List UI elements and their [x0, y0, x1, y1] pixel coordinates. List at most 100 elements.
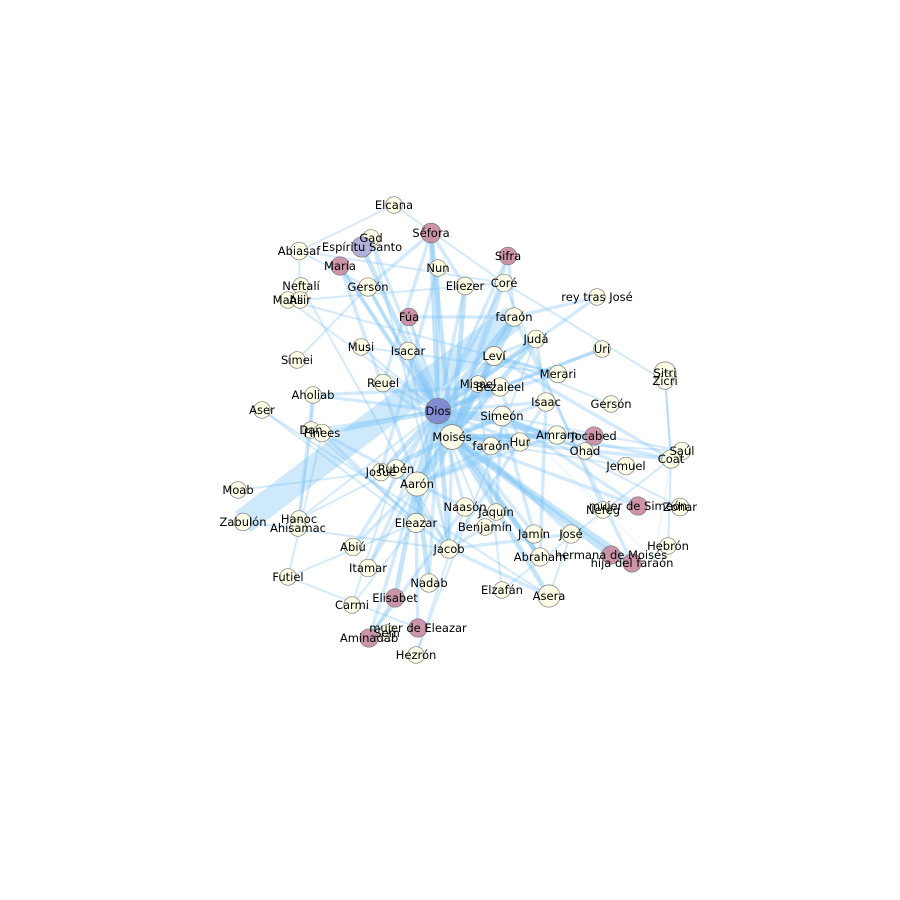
node-Nun [429, 259, 447, 277]
node-Jemuel [616, 456, 636, 476]
node-label-Futiel: Futiel [272, 570, 303, 584]
node-label-Gerson1: Gersón [347, 280, 388, 294]
edge-Dios-EspirituSanto [359, 245, 441, 413]
node-Bezaleel [490, 377, 510, 397]
node-Jacob [439, 539, 459, 559]
edge-Moises-Core [450, 282, 506, 438]
node-label-Aholiab: Aholiab [292, 388, 335, 402]
edge-Jacob-Zabulon [242, 521, 450, 550]
node-Musi [352, 338, 370, 356]
node-Gerson1 [358, 277, 378, 297]
node-Moab [229, 481, 247, 499]
edge-Aaron-Hur [416, 440, 521, 486]
node-label-Carmi: Carmi [335, 598, 369, 612]
edge-Dios-Aholiab [312, 393, 439, 413]
node-Asera [537, 584, 561, 608]
edge-Moises-Reuel [381, 381, 454, 439]
node-Futiel [279, 568, 297, 586]
edge-Moises-hermanaMoises [450, 434, 613, 558]
node-mujerEleazar [408, 618, 428, 638]
edge-Elzafan-Coat [501, 458, 672, 591]
node-label-Aser: Aser [249, 403, 275, 417]
node-Itamar [358, 558, 378, 578]
node-Zicri [656, 372, 674, 390]
edge-Jacob-Gad [370, 237, 450, 550]
edge-Core-Abiasaf [298, 250, 505, 284]
node-Jocabed [584, 426, 604, 446]
edge-Dios-Mahli [287, 299, 439, 412]
edge-Coat-Amram [556, 433, 672, 461]
node-Simei [288, 351, 306, 369]
edge-Josue-Nun [379, 267, 440, 473]
node-label-Josue: Josué [365, 465, 397, 479]
node-Hebron [659, 537, 677, 555]
edge-Aaron-Aminadab [367, 483, 419, 639]
node-label-Dan: Dan [299, 423, 322, 437]
node-Zohar [670, 497, 690, 517]
edge-Dios-Isaac [437, 400, 547, 413]
edge-Hezron-Juda [415, 338, 537, 656]
edge-Dios-Fua [407, 316, 440, 412]
node-Isacar [398, 341, 418, 361]
edge-Aaron-Amram [416, 433, 558, 486]
edge-Moises-Jemuel [451, 436, 627, 467]
edge-Coat-Zicri [664, 380, 672, 460]
node-Sifra [498, 246, 518, 266]
edge-Moises-hijaFarao [450, 434, 634, 566]
node-label-Zabulon: Zabulón [219, 515, 266, 529]
node-hijaFarao [622, 553, 642, 573]
edge-Core-Zicri [503, 282, 666, 382]
node-label-Amram: Amram [536, 428, 578, 442]
node-label-Jemuel: Jemuel [605, 459, 645, 473]
node-Aminadab [359, 628, 379, 648]
node-label-Jacob: Jacob [432, 542, 464, 556]
edge-farao1-hijaFarao [512, 316, 634, 564]
node-label-Hur: Hur [510, 435, 531, 449]
node-label-Juda: Judá [522, 332, 548, 346]
edge-Simeon-Zohar [501, 415, 681, 508]
node-label-Hezron: Hezrón [396, 648, 437, 662]
node-label-Gerson2: Gersón [590, 397, 631, 411]
edge-Eleazar-Carmi [351, 522, 417, 606]
node-Josue [371, 462, 391, 482]
node-label-Zohar: Zohar [663, 500, 697, 514]
node-Misael [469, 375, 487, 393]
node-label-Moab: Moab [222, 483, 253, 497]
node-Asir [291, 291, 309, 309]
edge-Jacob-Jose [448, 532, 572, 551]
edge-Levi-Merari [493, 354, 559, 376]
edge-Moises-Jacob [447, 436, 454, 550]
node-label-Coat: Coat [658, 452, 685, 466]
edge-Misael-Elzafan [477, 383, 503, 591]
node-label-Neftali: Neftalí [282, 279, 320, 293]
edge-Dios-Itamar [366, 410, 440, 569]
edge-Aaron-Elisabet [392, 483, 420, 599]
node-label-Moises: Moisés [432, 430, 471, 444]
edge-Aaron-Itamar [366, 483, 419, 569]
edge-Merari-Mahli [287, 299, 559, 375]
edge-Juda-Isaac [534, 338, 548, 403]
node-label-Levi: Leví [482, 349, 506, 363]
node-label-Fua: Fúa [399, 310, 419, 324]
node-label-Maria: María [324, 259, 356, 273]
node-Amram [547, 425, 567, 445]
node-Nadab [419, 573, 439, 593]
node-label-Naason: Naasón [443, 500, 486, 514]
node-Sefora [420, 222, 442, 244]
edge-Dios-Finees [321, 408, 439, 436]
node-Aholiab [304, 386, 322, 404]
edge-Simeon-Jaquin [494, 415, 504, 513]
node-label-Saul: Saúl [670, 444, 695, 458]
edge-Aaron-farao2 [416, 444, 492, 486]
edge-Aminadab-Naason [367, 505, 467, 640]
edge-Dios-Naason [436, 410, 467, 508]
node-Juda [526, 329, 546, 349]
node-label-Simei: Simei [281, 353, 313, 367]
edge-Merari-Musi [360, 346, 559, 375]
node-label-Eleazar: Eleazar [395, 516, 438, 530]
edge-Jacob-Asera [448, 547, 550, 598]
node-Dios [424, 397, 452, 425]
edge-Moises-Levi [449, 354, 497, 439]
